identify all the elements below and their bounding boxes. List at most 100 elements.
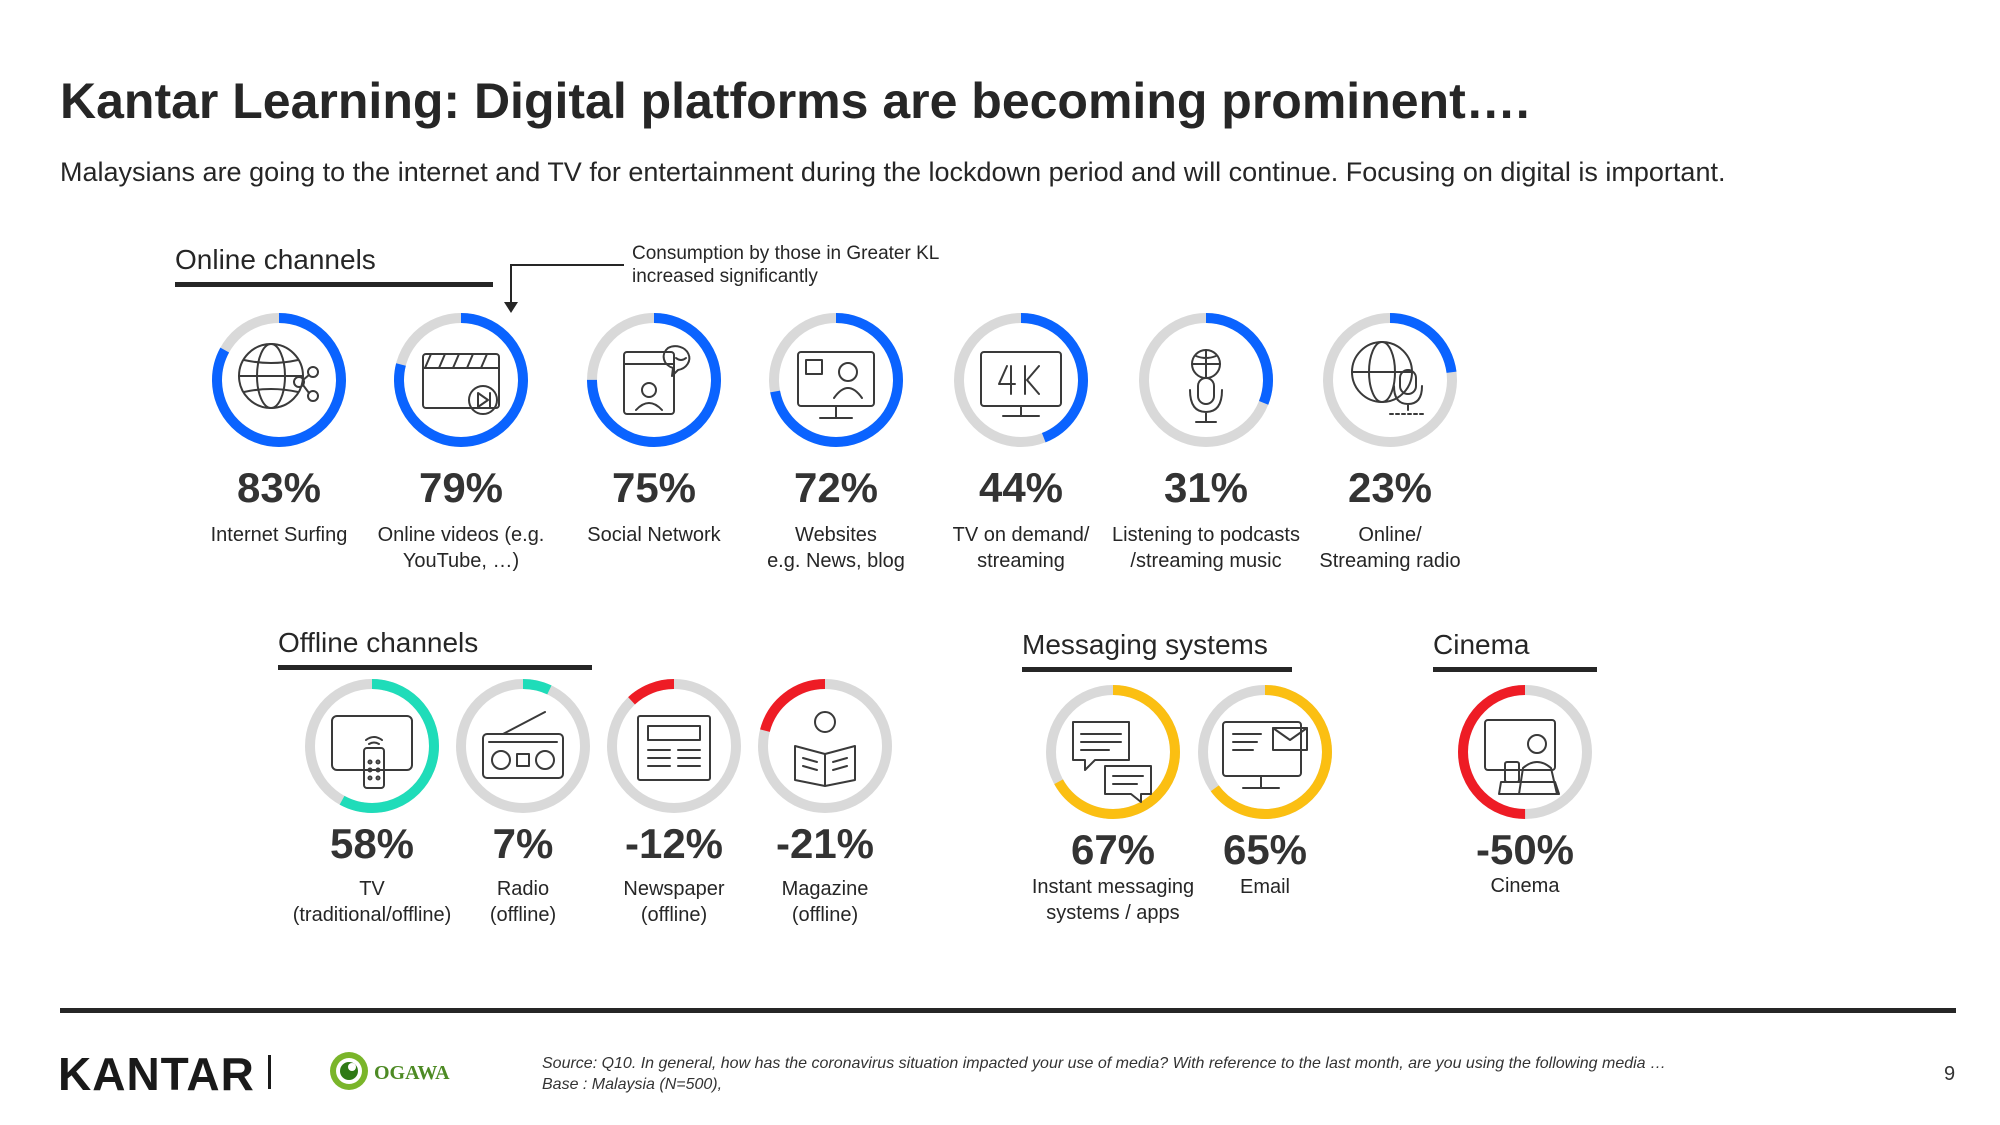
section-underline bbox=[175, 282, 493, 287]
value-label: 23% bbox=[1347, 464, 1433, 511]
logo-separator bbox=[268, 1055, 271, 1089]
donut-ring bbox=[394, 313, 528, 447]
category-label-line: Websites bbox=[795, 524, 877, 546]
category-label-line: Cinema bbox=[1490, 875, 1560, 897]
value-label: 75% bbox=[611, 464, 697, 511]
category-label-line: Online/ bbox=[1358, 524, 1422, 546]
category-label: Email bbox=[1155, 874, 1375, 900]
video-clapper-icon bbox=[422, 353, 500, 415]
donut-value-arc bbox=[1323, 313, 1457, 447]
value-label: 65% bbox=[1222, 826, 1308, 873]
category-label: Magazine (offline) bbox=[715, 876, 935, 928]
value-label: 67% bbox=[1070, 826, 1156, 873]
callout-line-1: Consumption by those in Greater KL bbox=[632, 243, 940, 264]
category-label-line: /streaming music bbox=[1130, 550, 1282, 572]
donut-value-arc bbox=[1139, 313, 1273, 447]
donut-value-arc bbox=[1046, 685, 1180, 819]
donut-ring bbox=[212, 313, 346, 447]
category-label-line: Radio bbox=[496, 878, 550, 900]
section-title-cinema: Cinema bbox=[1433, 629, 1530, 660]
category-label-line: Instant messaging bbox=[1031, 876, 1195, 898]
donut-ring bbox=[1458, 685, 1592, 819]
callout-annotation: Consumption by those in Greater KL incre… bbox=[632, 242, 992, 288]
section-underline bbox=[1022, 667, 1292, 672]
category-label: Online videos (e.g. YouTube, …) bbox=[351, 522, 571, 574]
section-title-offline: Offline channels bbox=[278, 627, 479, 658]
category-label: Social Network bbox=[544, 522, 764, 548]
category-label-line: (offline) bbox=[489, 904, 557, 926]
category-label-line: e.g. News, blog bbox=[767, 550, 905, 572]
value-label: -21% bbox=[775, 820, 875, 867]
globe-microphone-icon bbox=[1351, 341, 1427, 415]
category-label-line: (traditional/offline) bbox=[292, 904, 452, 926]
category-label-line: TV bbox=[359, 878, 385, 900]
category-label: Cinema bbox=[1415, 873, 1635, 899]
donut-ring bbox=[769, 313, 903, 447]
ogawa-logo-icon bbox=[330, 1052, 368, 1090]
donut-value-arc bbox=[1198, 685, 1332, 819]
category-label-line: Online videos (e.g. bbox=[377, 524, 545, 546]
donut-value-arc bbox=[607, 679, 741, 813]
website-monitor-icon bbox=[797, 351, 875, 419]
donut-ring bbox=[607, 679, 741, 813]
section-title-messaging: Messaging systems bbox=[1022, 629, 1268, 660]
donut-ring bbox=[1323, 313, 1457, 447]
donut-value-arc bbox=[394, 313, 528, 447]
ogawa-logo-text: OGAWA bbox=[374, 1062, 450, 1084]
category-label: Instant messaging systems / apps bbox=[1003, 874, 1223, 926]
tv-4k-icon bbox=[980, 351, 1062, 417]
value-label: 31% bbox=[1163, 464, 1249, 511]
newspaper-icon bbox=[637, 715, 711, 781]
category-label: TV (traditional/offline) bbox=[262, 876, 482, 928]
donut-value-arc bbox=[212, 313, 346, 447]
category-label-line: Streaming radio bbox=[1319, 550, 1461, 572]
donut-value-arc bbox=[769, 313, 903, 447]
value-label: 72% bbox=[793, 464, 879, 511]
category-label-line: (offline) bbox=[791, 904, 859, 926]
email-monitor-icon bbox=[1222, 721, 1308, 789]
value-label: 79% bbox=[418, 464, 504, 511]
source-footnote: Source: Q10. In general, how has the cor… bbox=[542, 1053, 1666, 1095]
donut-value-arc bbox=[954, 313, 1088, 447]
section-underline bbox=[1433, 667, 1597, 672]
donut-value-arc bbox=[758, 679, 892, 813]
donut-ring bbox=[1046, 685, 1180, 819]
category-label-line: streaming bbox=[977, 550, 1065, 572]
podcast-microphone-icon bbox=[1189, 349, 1223, 423]
donut-value-arc bbox=[305, 679, 439, 813]
tv-remote-icon bbox=[331, 715, 413, 789]
category-label-line: Magazine bbox=[781, 878, 869, 900]
value-label: 7% bbox=[492, 820, 554, 867]
kantar-logo: KANTAR bbox=[58, 1048, 255, 1100]
category-label-line: Internet Surfing bbox=[210, 524, 348, 546]
chat-bubbles-icon bbox=[1072, 721, 1152, 803]
category-label-line: Email bbox=[1239, 876, 1290, 898]
value-label: -12% bbox=[624, 820, 724, 867]
section-underline bbox=[278, 665, 592, 670]
category-label-line: Newspaper bbox=[623, 878, 725, 900]
category-label: Newspaper (offline) bbox=[564, 876, 784, 928]
cinema-viewer-icon bbox=[1484, 719, 1560, 795]
category-label-line: (offline) bbox=[640, 904, 708, 926]
donut-ring bbox=[456, 679, 590, 813]
donut-ring bbox=[1198, 685, 1332, 819]
footer-divider bbox=[60, 1008, 1956, 1013]
donut-value-arc bbox=[456, 679, 590, 813]
donut-ring bbox=[758, 679, 892, 813]
category-label-line: YouTube, …) bbox=[402, 550, 520, 572]
radio-icon bbox=[482, 711, 564, 779]
value-label: 58% bbox=[329, 820, 415, 867]
base-line: Base : Malaysia (N=500), bbox=[542, 1076, 723, 1093]
value-label: 83% bbox=[236, 464, 322, 511]
social-network-icon bbox=[623, 345, 691, 415]
magazine-reader-icon bbox=[794, 711, 856, 787]
page-title: Kantar Learning: Digital platforms are b… bbox=[60, 73, 1530, 129]
donut-value-arc bbox=[1458, 685, 1592, 819]
donut-ring bbox=[305, 679, 439, 813]
donut-ring bbox=[587, 313, 721, 447]
category-label-line: Social Network bbox=[587, 524, 721, 546]
donut-value-arc bbox=[587, 313, 721, 447]
category-label: Internet Surfing bbox=[169, 522, 389, 548]
category-label: Radio (offline) bbox=[413, 876, 633, 928]
callout-arrow-icon bbox=[504, 302, 518, 313]
